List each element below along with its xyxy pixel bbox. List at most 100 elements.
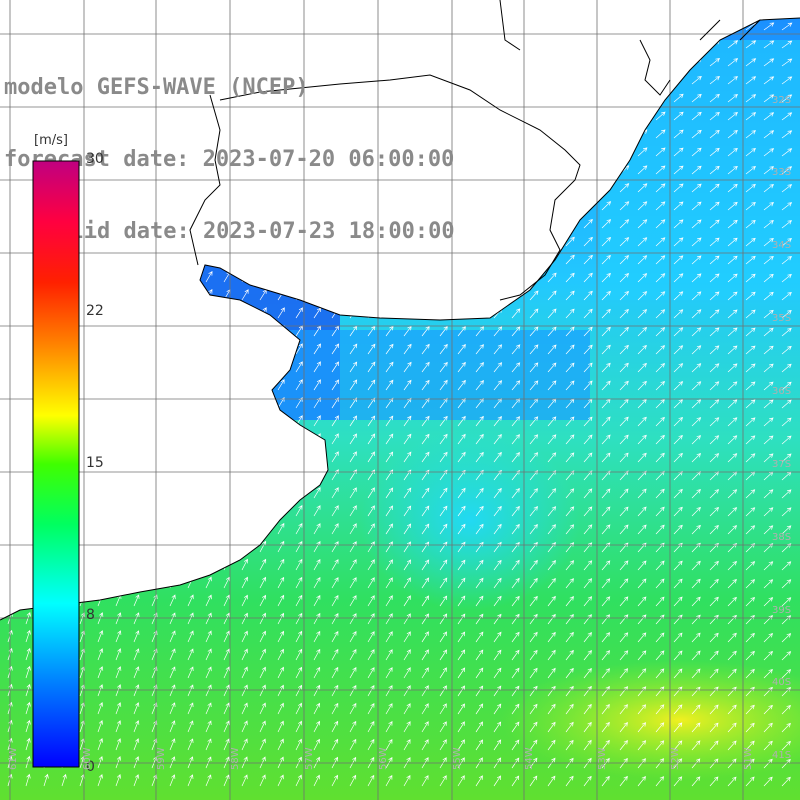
wind-arrow <box>385 649 393 661</box>
wind-arrow <box>601 236 612 247</box>
wind-arrow <box>709 632 719 643</box>
wind-arrow <box>313 558 321 571</box>
wind-arrow <box>385 774 393 787</box>
wind-arrow <box>313 505 321 517</box>
wind-arrow <box>331 343 340 355</box>
wind-arrow <box>511 721 520 733</box>
wind-arrow <box>385 361 394 373</box>
wind-arrow <box>709 381 720 391</box>
wind-arrow <box>583 362 593 373</box>
wind-arrow <box>43 773 49 787</box>
wind-arrow <box>277 666 284 679</box>
wind-arrow <box>295 576 303 589</box>
wind-arrow <box>691 417 702 427</box>
wind-arrow <box>673 309 684 319</box>
wind-arrow <box>457 775 465 787</box>
wind-arrow <box>763 561 774 571</box>
wind-arrow <box>529 524 538 535</box>
wind-arrow <box>259 576 267 589</box>
wind-arrow <box>547 560 556 571</box>
wind-arrow <box>565 488 575 499</box>
wind-arrow <box>367 361 376 373</box>
wind-arrow <box>187 630 194 643</box>
wind-arrow <box>709 76 720 85</box>
wind-arrow <box>295 738 302 751</box>
wind-arrow <box>727 219 738 229</box>
wind-arrow <box>529 434 539 445</box>
lat-label-32s: 32S <box>772 95 792 106</box>
wind-arrow <box>115 612 122 625</box>
wind-arrow <box>349 343 358 355</box>
wind-arrow <box>781 669 792 679</box>
wind-arrow <box>709 489 720 499</box>
wind-arrow <box>457 721 465 733</box>
wind-arrow <box>169 666 176 679</box>
wind-arrow <box>349 505 357 517</box>
wind-arrow <box>601 219 612 229</box>
wind-arrow <box>475 613 484 625</box>
wind-arrow <box>727 40 739 49</box>
wind-arrow <box>349 595 357 607</box>
wind-arrow <box>781 273 792 283</box>
wind-arrow <box>637 219 648 229</box>
wind-arrow <box>403 613 411 625</box>
wind-arrow <box>709 758 719 769</box>
wind-arrow <box>601 506 611 517</box>
wind-arrow <box>205 774 212 787</box>
wind-arrow <box>331 774 338 787</box>
wind-arrow <box>727 327 738 337</box>
wind-arrow <box>439 559 448 571</box>
wind-arrow <box>709 776 719 787</box>
wind-arrow <box>655 596 665 607</box>
wind-arrow <box>349 451 357 463</box>
wind-arrow <box>745 435 756 445</box>
wind-arrow <box>781 435 792 445</box>
wind-arrow <box>601 452 611 463</box>
wind-arrow <box>763 758 773 769</box>
wind-arrow <box>655 560 665 571</box>
wind-arrow <box>673 291 684 301</box>
wind-arrow <box>547 272 557 283</box>
wind-arrow <box>601 254 611 265</box>
wind-arrow <box>259 630 266 643</box>
lon-label-51w: 51W <box>743 747 754 770</box>
wind-arrow <box>475 326 485 337</box>
wind-arrow <box>637 255 648 265</box>
wind-arrow <box>367 415 376 427</box>
wind-arrow <box>547 506 557 517</box>
wind-arrow <box>601 272 611 283</box>
wind-arrow <box>745 561 756 571</box>
wind-arrow <box>511 667 520 679</box>
wind-arrow <box>691 363 702 373</box>
wind-arrow <box>727 722 737 733</box>
wind-arrow <box>385 685 393 697</box>
wind-arrow <box>421 397 430 409</box>
wind-arrow <box>241 684 248 697</box>
wind-arrow <box>457 559 466 571</box>
wind-arrow <box>709 506 720 517</box>
wind-arrow <box>547 344 557 355</box>
wind-arrow <box>673 596 683 607</box>
wind-arrow <box>673 327 684 337</box>
wind-arrow <box>619 344 629 355</box>
model-title: modelo GEFS-WAVE (NCEP) <box>4 75 309 100</box>
wind-arrow <box>259 540 267 553</box>
wind-arrow <box>133 648 140 661</box>
wind-arrow <box>637 237 648 247</box>
wind-arrow <box>529 344 539 355</box>
wind-arrow <box>367 577 375 589</box>
wind-arrow <box>763 776 773 787</box>
wind-arrow <box>601 578 611 589</box>
wind-arrow <box>745 130 756 139</box>
wind-arrow <box>403 667 411 679</box>
wind-arrow <box>673 704 683 715</box>
wind-arrow <box>403 703 411 715</box>
wind-arrow <box>421 559 430 571</box>
wind-arrow <box>331 361 339 373</box>
wind-arrow <box>601 721 610 733</box>
wind-arrow <box>385 523 394 535</box>
wind-arrow <box>547 290 557 301</box>
wind-arrow <box>439 631 447 643</box>
wind-arrow <box>619 308 629 319</box>
wind-arrow <box>781 597 792 607</box>
